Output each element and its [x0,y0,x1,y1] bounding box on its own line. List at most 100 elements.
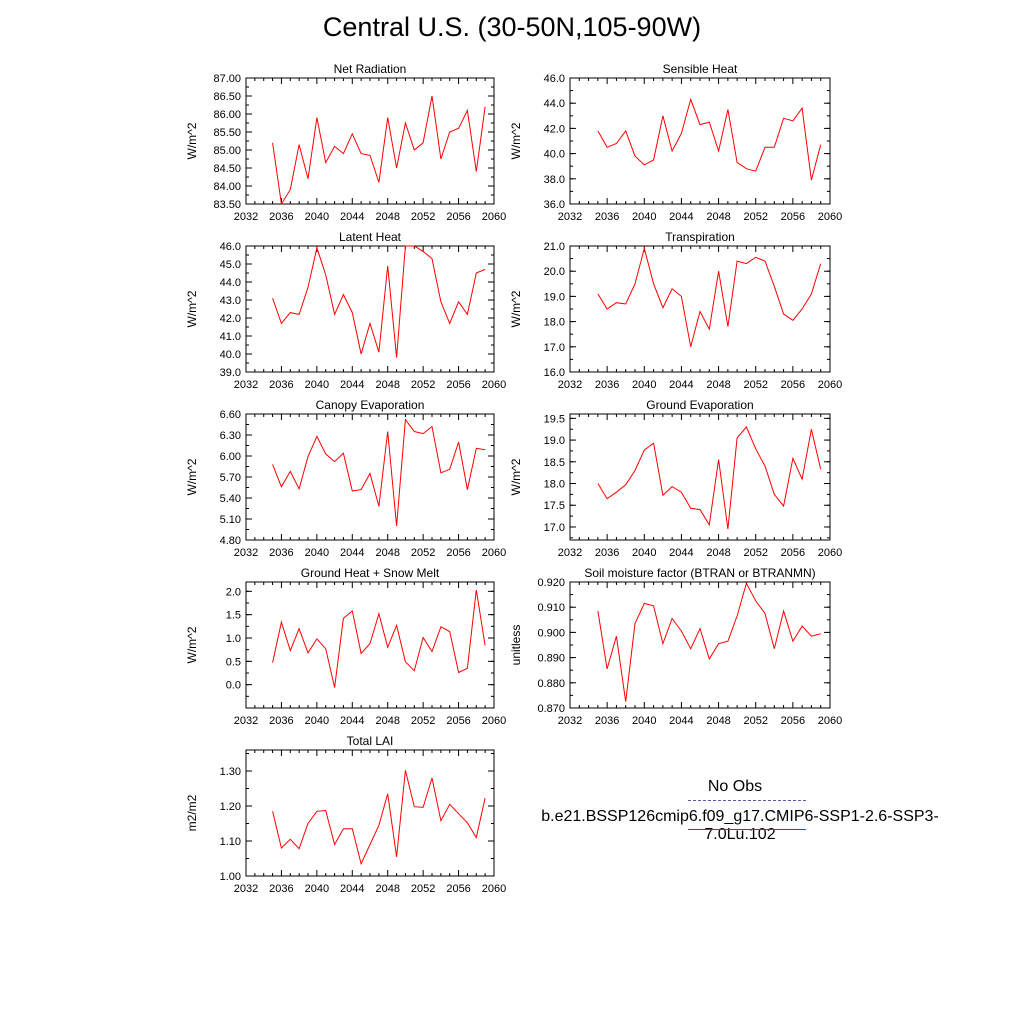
x-tick-label: 2056 [781,379,805,391]
x-tick-label: 2032 [558,547,582,559]
y-tick-label: 86.50 [213,91,241,103]
series-line [272,770,486,866]
plot-frame [569,245,831,373]
y-tick-label: 18.5 [544,457,565,469]
legend-obs-line [688,800,806,801]
series-line [272,418,486,527]
y-tick-label: 5.10 [220,514,241,526]
y-tick-label: 2.0 [226,586,241,598]
x-tick-label: 2048 [375,715,399,727]
x-tick-label: 2052 [743,379,767,391]
panel-9: Total LAI m2/m2 2032 2036 2040 2044 2048 2052 20… [185,734,506,895]
x-tick-label: 2060 [482,211,506,223]
x-tick-label: 2060 [482,547,506,559]
y-tick-label: 17.0 [544,522,565,534]
y-tick-label: 20.0 [544,266,565,278]
panel-5: Canopy Evaporation W/m^2 2032 2036 2040 2044 2… [185,398,506,559]
x-tick-label: 2052 [411,715,435,727]
panel-title: Soil moisture factor (BTRAN or BTRANMN) [584,566,815,580]
x-tick-label: 2052 [743,715,767,727]
x-tick-label: 2040 [305,379,329,391]
y-axis-label: W/m^2 [185,290,199,327]
y-tick-label: 46.0 [220,241,241,253]
y-tick-label: 1.10 [220,836,241,848]
x-tick-label: 2052 [411,883,435,895]
x-tick-label: 2056 [446,379,470,391]
y-tick-label: 1.00 [220,871,241,883]
panel-title: Net Radiation [334,62,407,76]
x-tick-label: 2044 [340,715,364,727]
x-tick-label: 2032 [234,883,258,895]
panel-2: Sensible Heat W/m^2 2032 2036 2040 2044 2048 20… [509,62,842,223]
y-tick-label: 42.0 [220,313,241,325]
y-axis-label: W/m^2 [185,458,199,495]
series-line [597,97,822,181]
x-tick-label: 2036 [595,379,619,391]
x-tick-label: 2040 [305,547,329,559]
y-tick-label: 0.900 [537,627,565,639]
y-tick-label: 1.0 [226,633,241,645]
x-tick-label: 2048 [375,379,399,391]
x-tick-label: 2052 [411,211,435,223]
y-tick-label: 18.0 [544,317,565,329]
x-tick-label: 2032 [558,211,582,223]
y-tick-label: 6.30 [220,430,241,442]
x-tick-label: 2052 [411,379,435,391]
plot-frame [245,749,495,877]
y-tick-label: 45.0 [220,259,241,271]
x-tick-label: 2052 [743,211,767,223]
figure-title: Central U.S. (30-50N,105-90W) [322,12,702,42]
y-tick-label: 84.50 [213,163,241,175]
y-tick-label: 0.5 [226,656,241,668]
x-tick-label: 2036 [595,547,619,559]
x-tick-label: 2052 [743,547,767,559]
y-tick-label: 1.30 [220,766,241,778]
x-tick-label: 2036 [269,211,293,223]
y-tick-label: 84.00 [213,181,241,193]
y-tick-label: 5.40 [220,493,241,505]
x-tick-label: 2060 [482,883,506,895]
series-line [272,95,486,206]
x-tick-label: 2036 [269,883,293,895]
plot-frame [569,77,831,205]
y-tick-label: 1.20 [220,801,241,813]
plot-frame [569,581,831,709]
y-tick-label: 18.0 [544,479,565,491]
x-tick-label: 2044 [669,379,693,391]
x-tick-label: 2060 [482,715,506,727]
x-tick-label: 2036 [595,211,619,223]
panel-title: Latent Heat [339,230,402,244]
x-tick-label: 2044 [340,547,364,559]
y-axis-label: W/m^2 [509,290,523,327]
x-tick-label: 2056 [446,211,470,223]
y-tick-label: 36.0 [544,199,565,211]
y-tick-label: 46.0 [544,73,565,85]
panel-1: Net Radiation W/m^2 2032 2036 2040 2044 2048 20… [185,62,506,223]
y-tick-label: 0.920 [537,577,565,589]
x-tick-label: 2060 [818,379,842,391]
panel-title: Sensible Heat [663,62,738,76]
series-line [597,581,821,702]
x-tick-label: 2040 [305,211,329,223]
y-axis-label: W/m^2 [185,122,199,159]
y-tick-label: 0.890 [537,653,565,665]
y-tick-label: 1.5 [226,610,241,622]
plot-frame [245,581,495,709]
y-tick-label: 40.0 [220,349,241,361]
panel-title: Ground Heat + Snow Melt [301,566,440,580]
plot-frame [245,413,495,541]
x-tick-label: 2032 [558,379,582,391]
x-tick-label: 2044 [340,379,364,391]
y-axis-label: W/m^2 [509,122,523,159]
y-tick-label: 87.00 [213,73,241,85]
x-tick-label: 2040 [305,715,329,727]
y-tick-label: 21.0 [544,241,565,253]
x-tick-label: 2048 [706,379,730,391]
series-line [597,426,822,530]
x-tick-label: 2048 [375,883,399,895]
x-tick-label: 2056 [781,547,805,559]
y-tick-label: 44.0 [544,98,565,110]
x-tick-label: 2032 [234,211,258,223]
y-tick-label: 17.5 [544,500,565,512]
x-tick-label: 2040 [632,379,656,391]
